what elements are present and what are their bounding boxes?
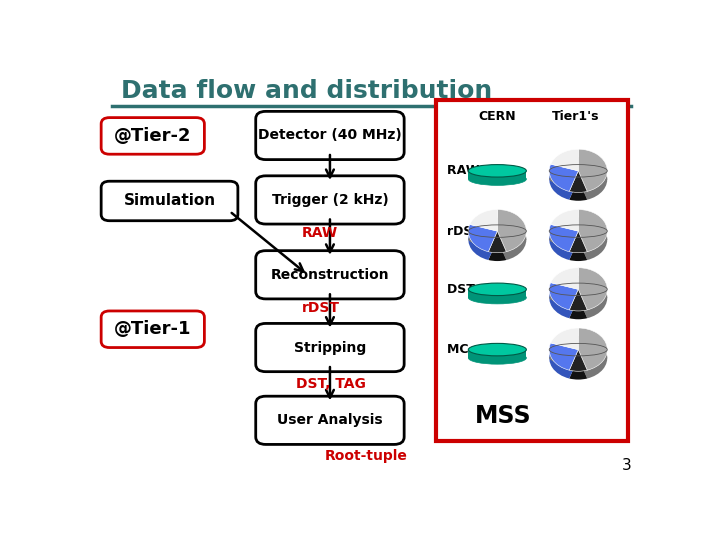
Ellipse shape xyxy=(549,292,607,304)
Wedge shape xyxy=(570,298,588,319)
Wedge shape xyxy=(488,231,506,253)
Text: MC x 2: MC x 2 xyxy=(447,343,494,356)
Wedge shape xyxy=(549,225,578,252)
Ellipse shape xyxy=(468,292,526,304)
FancyBboxPatch shape xyxy=(101,181,238,221)
Wedge shape xyxy=(498,218,526,260)
Wedge shape xyxy=(488,239,506,261)
Wedge shape xyxy=(468,233,498,260)
Wedge shape xyxy=(551,268,578,289)
Text: Tier1's: Tier1's xyxy=(552,110,599,123)
Text: Detector (40 MHz): Detector (40 MHz) xyxy=(258,129,402,143)
Wedge shape xyxy=(578,276,607,318)
Text: Trigger (2 kHz): Trigger (2 kHz) xyxy=(271,193,388,207)
Text: Stripping: Stripping xyxy=(294,341,366,355)
Wedge shape xyxy=(578,268,607,310)
FancyBboxPatch shape xyxy=(256,176,404,224)
Wedge shape xyxy=(570,231,588,253)
Wedge shape xyxy=(551,210,578,231)
Text: @Tier-1: @Tier-1 xyxy=(114,320,192,338)
Wedge shape xyxy=(549,233,578,260)
Bar xyxy=(436,100,629,441)
Text: RAW x 2: RAW x 2 xyxy=(447,164,505,177)
Wedge shape xyxy=(468,225,498,252)
FancyBboxPatch shape xyxy=(256,111,404,160)
Wedge shape xyxy=(578,336,607,379)
FancyBboxPatch shape xyxy=(256,323,404,372)
Ellipse shape xyxy=(549,233,607,246)
Text: rDST: rDST xyxy=(447,225,481,238)
Text: Root-tuple: Root-tuple xyxy=(324,449,408,463)
Ellipse shape xyxy=(468,173,526,185)
FancyBboxPatch shape xyxy=(256,396,404,444)
Ellipse shape xyxy=(468,283,526,295)
Text: Simulation: Simulation xyxy=(123,193,215,208)
Wedge shape xyxy=(549,343,578,370)
Wedge shape xyxy=(570,179,588,201)
Ellipse shape xyxy=(468,352,526,364)
Text: MSS: MSS xyxy=(474,404,531,428)
Text: DST, TAG: DST, TAG xyxy=(297,377,366,391)
Bar xyxy=(468,171,526,179)
Bar xyxy=(468,349,526,358)
Text: User Analysis: User Analysis xyxy=(277,413,383,427)
Ellipse shape xyxy=(468,233,526,246)
Text: RAW: RAW xyxy=(302,226,338,240)
Wedge shape xyxy=(570,349,588,371)
Wedge shape xyxy=(570,171,588,192)
Wedge shape xyxy=(551,336,578,358)
Wedge shape xyxy=(578,158,607,200)
Wedge shape xyxy=(570,289,588,311)
Wedge shape xyxy=(549,291,578,318)
Wedge shape xyxy=(578,210,607,252)
Wedge shape xyxy=(551,328,578,349)
Text: Reconstruction: Reconstruction xyxy=(271,268,390,282)
Wedge shape xyxy=(578,328,607,370)
Bar xyxy=(468,289,526,298)
FancyBboxPatch shape xyxy=(101,118,204,154)
Text: CERN: CERN xyxy=(479,110,516,123)
FancyBboxPatch shape xyxy=(101,311,204,348)
Text: 3: 3 xyxy=(621,458,631,473)
Ellipse shape xyxy=(468,165,526,177)
Wedge shape xyxy=(469,210,498,231)
Wedge shape xyxy=(549,172,578,200)
Text: DST x 2: DST x 2 xyxy=(447,283,500,296)
Wedge shape xyxy=(578,218,607,260)
Wedge shape xyxy=(551,218,578,239)
Wedge shape xyxy=(551,149,578,171)
Wedge shape xyxy=(549,282,578,310)
Ellipse shape xyxy=(549,352,607,364)
Wedge shape xyxy=(551,276,578,298)
Text: rDST: rDST xyxy=(302,301,340,315)
Text: Data flow and distribution: Data flow and distribution xyxy=(121,79,492,103)
Wedge shape xyxy=(469,218,498,239)
Wedge shape xyxy=(549,164,578,191)
Wedge shape xyxy=(551,158,578,179)
Wedge shape xyxy=(570,358,588,380)
Wedge shape xyxy=(549,351,578,379)
Wedge shape xyxy=(578,149,607,191)
FancyBboxPatch shape xyxy=(256,251,404,299)
Wedge shape xyxy=(498,210,526,252)
Wedge shape xyxy=(570,239,588,261)
Text: @Tier-2: @Tier-2 xyxy=(114,127,192,145)
Ellipse shape xyxy=(549,173,607,185)
Ellipse shape xyxy=(468,343,526,356)
